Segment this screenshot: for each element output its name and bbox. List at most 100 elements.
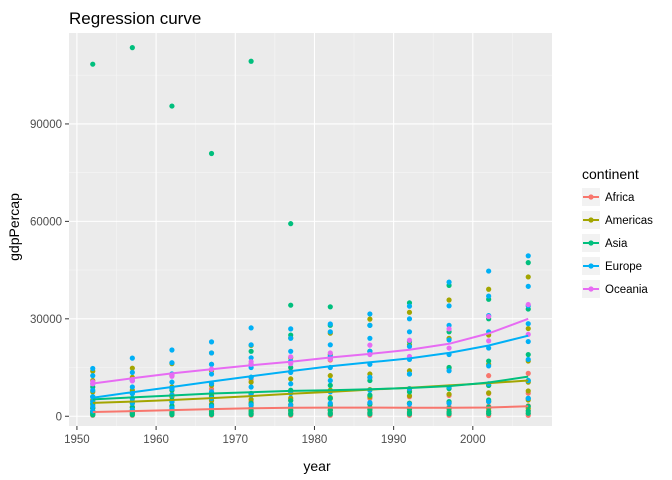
data-point — [90, 403, 96, 410]
data-point — [327, 329, 333, 335]
plot-panel — [69, 33, 552, 426]
data-point — [129, 369, 135, 376]
data-point — [248, 379, 254, 385]
data-point — [288, 376, 294, 382]
data-point — [90, 61, 96, 67]
data-point — [327, 395, 333, 401]
data-point — [288, 348, 294, 354]
x-tick-label: 1960 — [143, 434, 169, 446]
data-point — [525, 388, 531, 394]
data-point — [248, 355, 254, 361]
data-point — [525, 377, 531, 384]
data-point — [248, 402, 254, 408]
legend-key-point — [588, 240, 594, 246]
data-point — [525, 301, 531, 308]
data-point — [327, 321, 333, 327]
data-point — [288, 398, 294, 404]
data-point — [525, 403, 531, 409]
legend-label: Europe — [605, 261, 642, 273]
y-tick-label: 0 — [56, 411, 62, 423]
major-gridlines — [69, 33, 552, 426]
data-point — [288, 364, 294, 371]
data-point — [446, 368, 452, 374]
data-point — [525, 260, 531, 266]
legend-key-point — [588, 194, 594, 200]
legend-label: Africa — [605, 192, 635, 204]
legend-label: Asia — [605, 238, 628, 250]
x-axis-title: year — [303, 458, 331, 474]
data-point — [525, 370, 531, 376]
data-point — [327, 382, 333, 389]
data-point — [248, 384, 254, 390]
minor-gridlines — [69, 33, 552, 426]
data-point — [208, 350, 215, 356]
data-point — [327, 377, 333, 384]
data-point — [169, 347, 175, 353]
data-point — [327, 342, 333, 348]
data-point — [525, 408, 531, 414]
data-point — [327, 373, 333, 379]
data-point — [525, 283, 531, 289]
data-point — [367, 311, 373, 317]
data-point — [248, 58, 254, 64]
data-point — [446, 303, 452, 309]
data-point — [406, 337, 413, 343]
data-point — [129, 384, 135, 390]
data-point — [525, 395, 531, 401]
data-point — [90, 373, 96, 379]
x-tick-label: 1970 — [222, 434, 248, 446]
data-point — [248, 359, 254, 365]
y-axis: 0 30000 60000 90000 — [30, 119, 69, 423]
data-point — [486, 338, 492, 344]
data-point — [327, 400, 333, 406]
data-point — [288, 408, 294, 414]
data-point — [446, 279, 452, 285]
data-point — [367, 400, 373, 406]
data-point — [288, 402, 294, 408]
data-point — [406, 409, 413, 415]
legend-label: Oceania — [605, 284, 648, 296]
data-point — [208, 361, 215, 367]
regression-lines — [92, 317, 529, 413]
data-point — [129, 45, 135, 51]
legend: continent Africa Americas Asia Europe Oceani… — [582, 166, 653, 298]
regression-line — [92, 375, 529, 401]
data-point — [169, 360, 175, 366]
data-point — [367, 322, 373, 328]
data-point — [208, 339, 215, 345]
data-point — [288, 302, 294, 308]
regression-line — [92, 317, 529, 385]
data-point — [525, 253, 531, 259]
data-point — [446, 326, 452, 332]
data-point — [446, 337, 452, 343]
x-tick-label: 1990 — [381, 434, 407, 446]
data-point — [208, 150, 215, 157]
data-point — [367, 316, 373, 322]
data-point — [486, 399, 492, 405]
data-point — [406, 371, 413, 377]
data-point — [486, 313, 492, 320]
data-point — [288, 381, 294, 387]
data-point — [288, 335, 294, 341]
data-point — [327, 407, 333, 413]
data-point — [367, 335, 373, 341]
x-axis: 1950 1960 1970 1980 1990 2000 — [64, 426, 486, 446]
data-point — [486, 293, 492, 299]
regression-line — [92, 405, 529, 413]
data-point — [367, 374, 373, 380]
legend-key-point — [588, 286, 594, 292]
data-point — [367, 392, 373, 398]
data-point — [486, 286, 492, 292]
data-point — [446, 322, 452, 328]
legend-item: Europe — [582, 257, 642, 275]
data-point — [486, 373, 492, 379]
data-point — [406, 343, 413, 350]
y-tick-label: 60000 — [30, 216, 62, 228]
data-point — [327, 350, 333, 356]
data-point — [288, 221, 294, 227]
data-point — [90, 387, 96, 393]
data-point — [248, 348, 254, 354]
data-point — [169, 379, 175, 385]
data-point — [129, 365, 135, 371]
